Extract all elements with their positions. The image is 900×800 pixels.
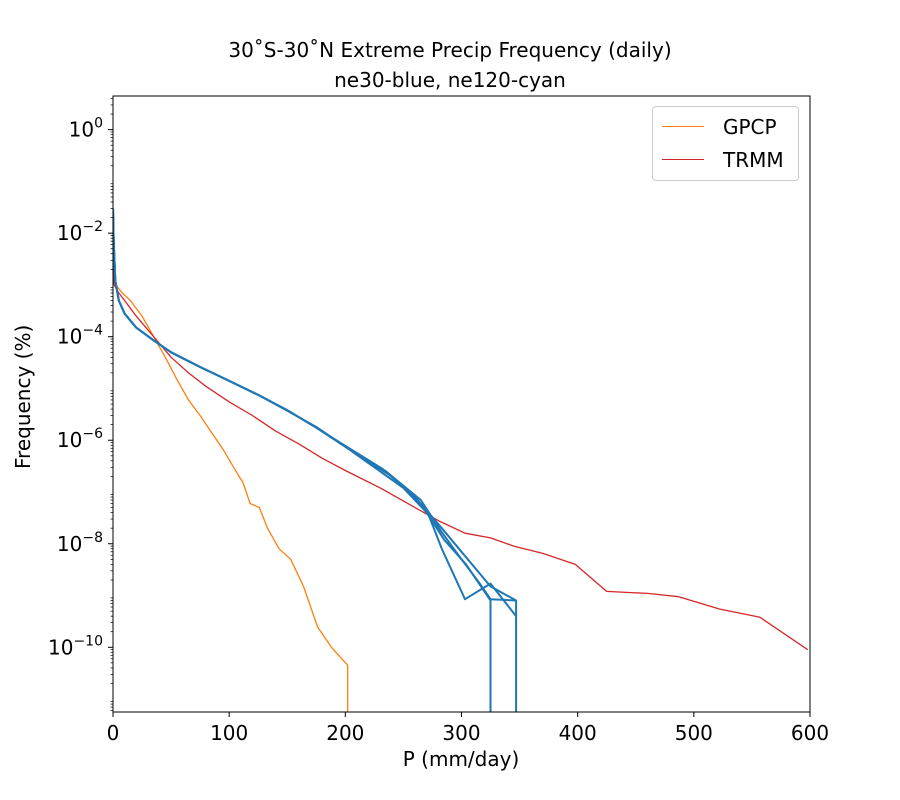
y-tick-label: 10−4 [57, 323, 103, 349]
legend-swatch-trmm [662, 159, 704, 160]
series-line-trmm [113, 253, 809, 651]
legend: GPCP TRMM [652, 106, 799, 181]
y-tick-label: 10−2 [57, 219, 103, 245]
y-axis-label: Frequency (%) [11, 324, 35, 469]
legend-label-gpcp: GPCP [723, 115, 777, 139]
y-tick-label: 10−8 [57, 530, 103, 556]
legend-label-trmm: TRMM [723, 148, 784, 172]
series-line-ne30-b [113, 208, 518, 712]
series-line-ne120-b [113, 208, 517, 602]
x-tick-label: 300 [442, 721, 480, 745]
series-line-ne120-a [113, 208, 517, 617]
y-tick-label: 10−10 [48, 633, 103, 659]
x-axis-label: P (mm/day) [402, 747, 520, 771]
legend-entry-trmm: TRMM [653, 148, 798, 172]
x-tick-label: 400 [559, 721, 597, 745]
series-line-ne30-a [113, 208, 492, 712]
x-tick-label: 100 [210, 721, 248, 745]
chart-title-line2: ne30-blue, ne120-cyan [334, 68, 566, 92]
plot-frame [112, 95, 811, 713]
chart-title-line1: 30˚S-30˚N Extreme Precip Frequency (dail… [228, 38, 672, 62]
legend-entry-gpcp: GPCP [653, 115, 798, 139]
legend-swatch-gpcp [662, 126, 704, 127]
series-line-gpcp [113, 260, 349, 712]
x-tick-label: 0 [107, 721, 120, 745]
x-tick-label: 500 [675, 721, 713, 745]
x-tick-label: 600 [791, 721, 829, 745]
y-tick-label: 100 [69, 116, 103, 142]
x-tick-label: 200 [326, 721, 364, 745]
y-tick-label: 10−6 [57, 426, 103, 452]
